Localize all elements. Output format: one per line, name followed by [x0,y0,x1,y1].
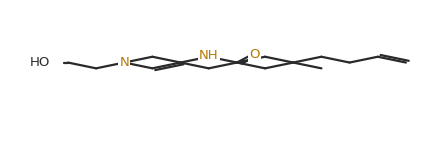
Text: HO: HO [30,56,50,69]
Text: O: O [249,48,259,61]
Text: N: N [119,56,129,69]
Text: NH: NH [198,49,218,62]
